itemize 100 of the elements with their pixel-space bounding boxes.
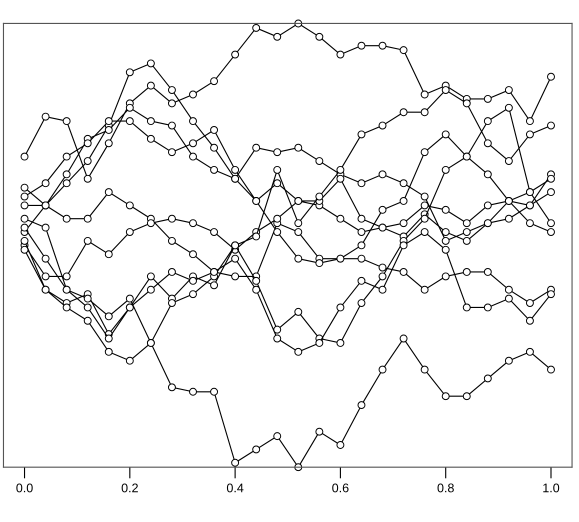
x-tick-label: 0.6 [332, 483, 349, 492]
point [336, 50, 344, 59]
point [358, 299, 366, 307]
point [294, 348, 302, 356]
point [336, 214, 344, 223]
point [315, 428, 324, 436]
point [378, 42, 386, 50]
point [400, 108, 408, 116]
point [420, 90, 429, 98]
point [62, 117, 71, 126]
point [210, 77, 218, 86]
point [146, 82, 155, 90]
point [315, 259, 324, 268]
point [526, 219, 534, 228]
point [336, 338, 344, 347]
point [504, 294, 513, 303]
point [484, 268, 492, 276]
point [168, 122, 176, 130]
point [104, 188, 113, 196]
point [526, 117, 534, 126]
point [104, 139, 113, 148]
point [273, 32, 282, 41]
point [126, 356, 134, 365]
point [378, 264, 386, 272]
point [104, 334, 113, 342]
point [231, 458, 240, 467]
point [547, 366, 555, 374]
point [42, 179, 50, 188]
point [420, 286, 429, 294]
point [252, 286, 260, 294]
point [547, 188, 555, 196]
point [504, 286, 513, 294]
point [146, 219, 155, 228]
x-tick-label: 1.0 [543, 483, 560, 492]
point [104, 126, 113, 134]
point [126, 117, 134, 126]
point [358, 130, 366, 138]
point [547, 290, 555, 298]
point [442, 166, 450, 174]
point [210, 166, 218, 174]
point [189, 117, 197, 126]
point [547, 174, 555, 183]
point [294, 308, 302, 316]
point [42, 254, 50, 263]
point [378, 122, 386, 130]
point [400, 268, 408, 276]
point [84, 157, 92, 165]
point [315, 192, 324, 200]
point [273, 179, 282, 188]
point [526, 316, 534, 325]
x-tick-label: 0.4 [226, 483, 244, 492]
point [442, 86, 450, 94]
point [62, 179, 71, 188]
point [189, 219, 197, 228]
point [252, 276, 260, 285]
point [484, 94, 492, 103]
x-tick-label: 0.0 [16, 483, 33, 492]
point [294, 228, 302, 236]
point [168, 236, 176, 245]
point [231, 50, 240, 59]
point [420, 214, 429, 223]
point [442, 206, 450, 214]
point [315, 32, 324, 41]
point [210, 126, 218, 134]
point [442, 246, 450, 254]
point [126, 228, 134, 236]
point [273, 334, 282, 342]
point [20, 192, 28, 200]
x-tick-label: 0.8 [438, 483, 454, 492]
point [20, 246, 28, 254]
point [210, 144, 218, 152]
point [20, 152, 28, 161]
point [378, 272, 386, 280]
point [126, 68, 134, 76]
point [526, 130, 534, 138]
point [420, 192, 429, 200]
point [484, 304, 492, 312]
point [168, 214, 176, 223]
point [252, 144, 260, 152]
point [20, 214, 28, 223]
point [442, 130, 450, 138]
point [42, 272, 50, 280]
point [62, 272, 71, 280]
point [378, 170, 386, 178]
point [62, 170, 71, 178]
point [84, 214, 92, 223]
point [504, 214, 513, 223]
point [20, 224, 28, 232]
point [547, 219, 555, 228]
point [526, 299, 534, 307]
point [146, 59, 155, 68]
point [547, 228, 555, 236]
point [547, 72, 555, 81]
point [462, 99, 471, 108]
point [358, 42, 366, 50]
point [84, 174, 92, 183]
point [189, 139, 197, 148]
point [210, 388, 218, 396]
point [84, 139, 92, 148]
point [84, 294, 92, 303]
